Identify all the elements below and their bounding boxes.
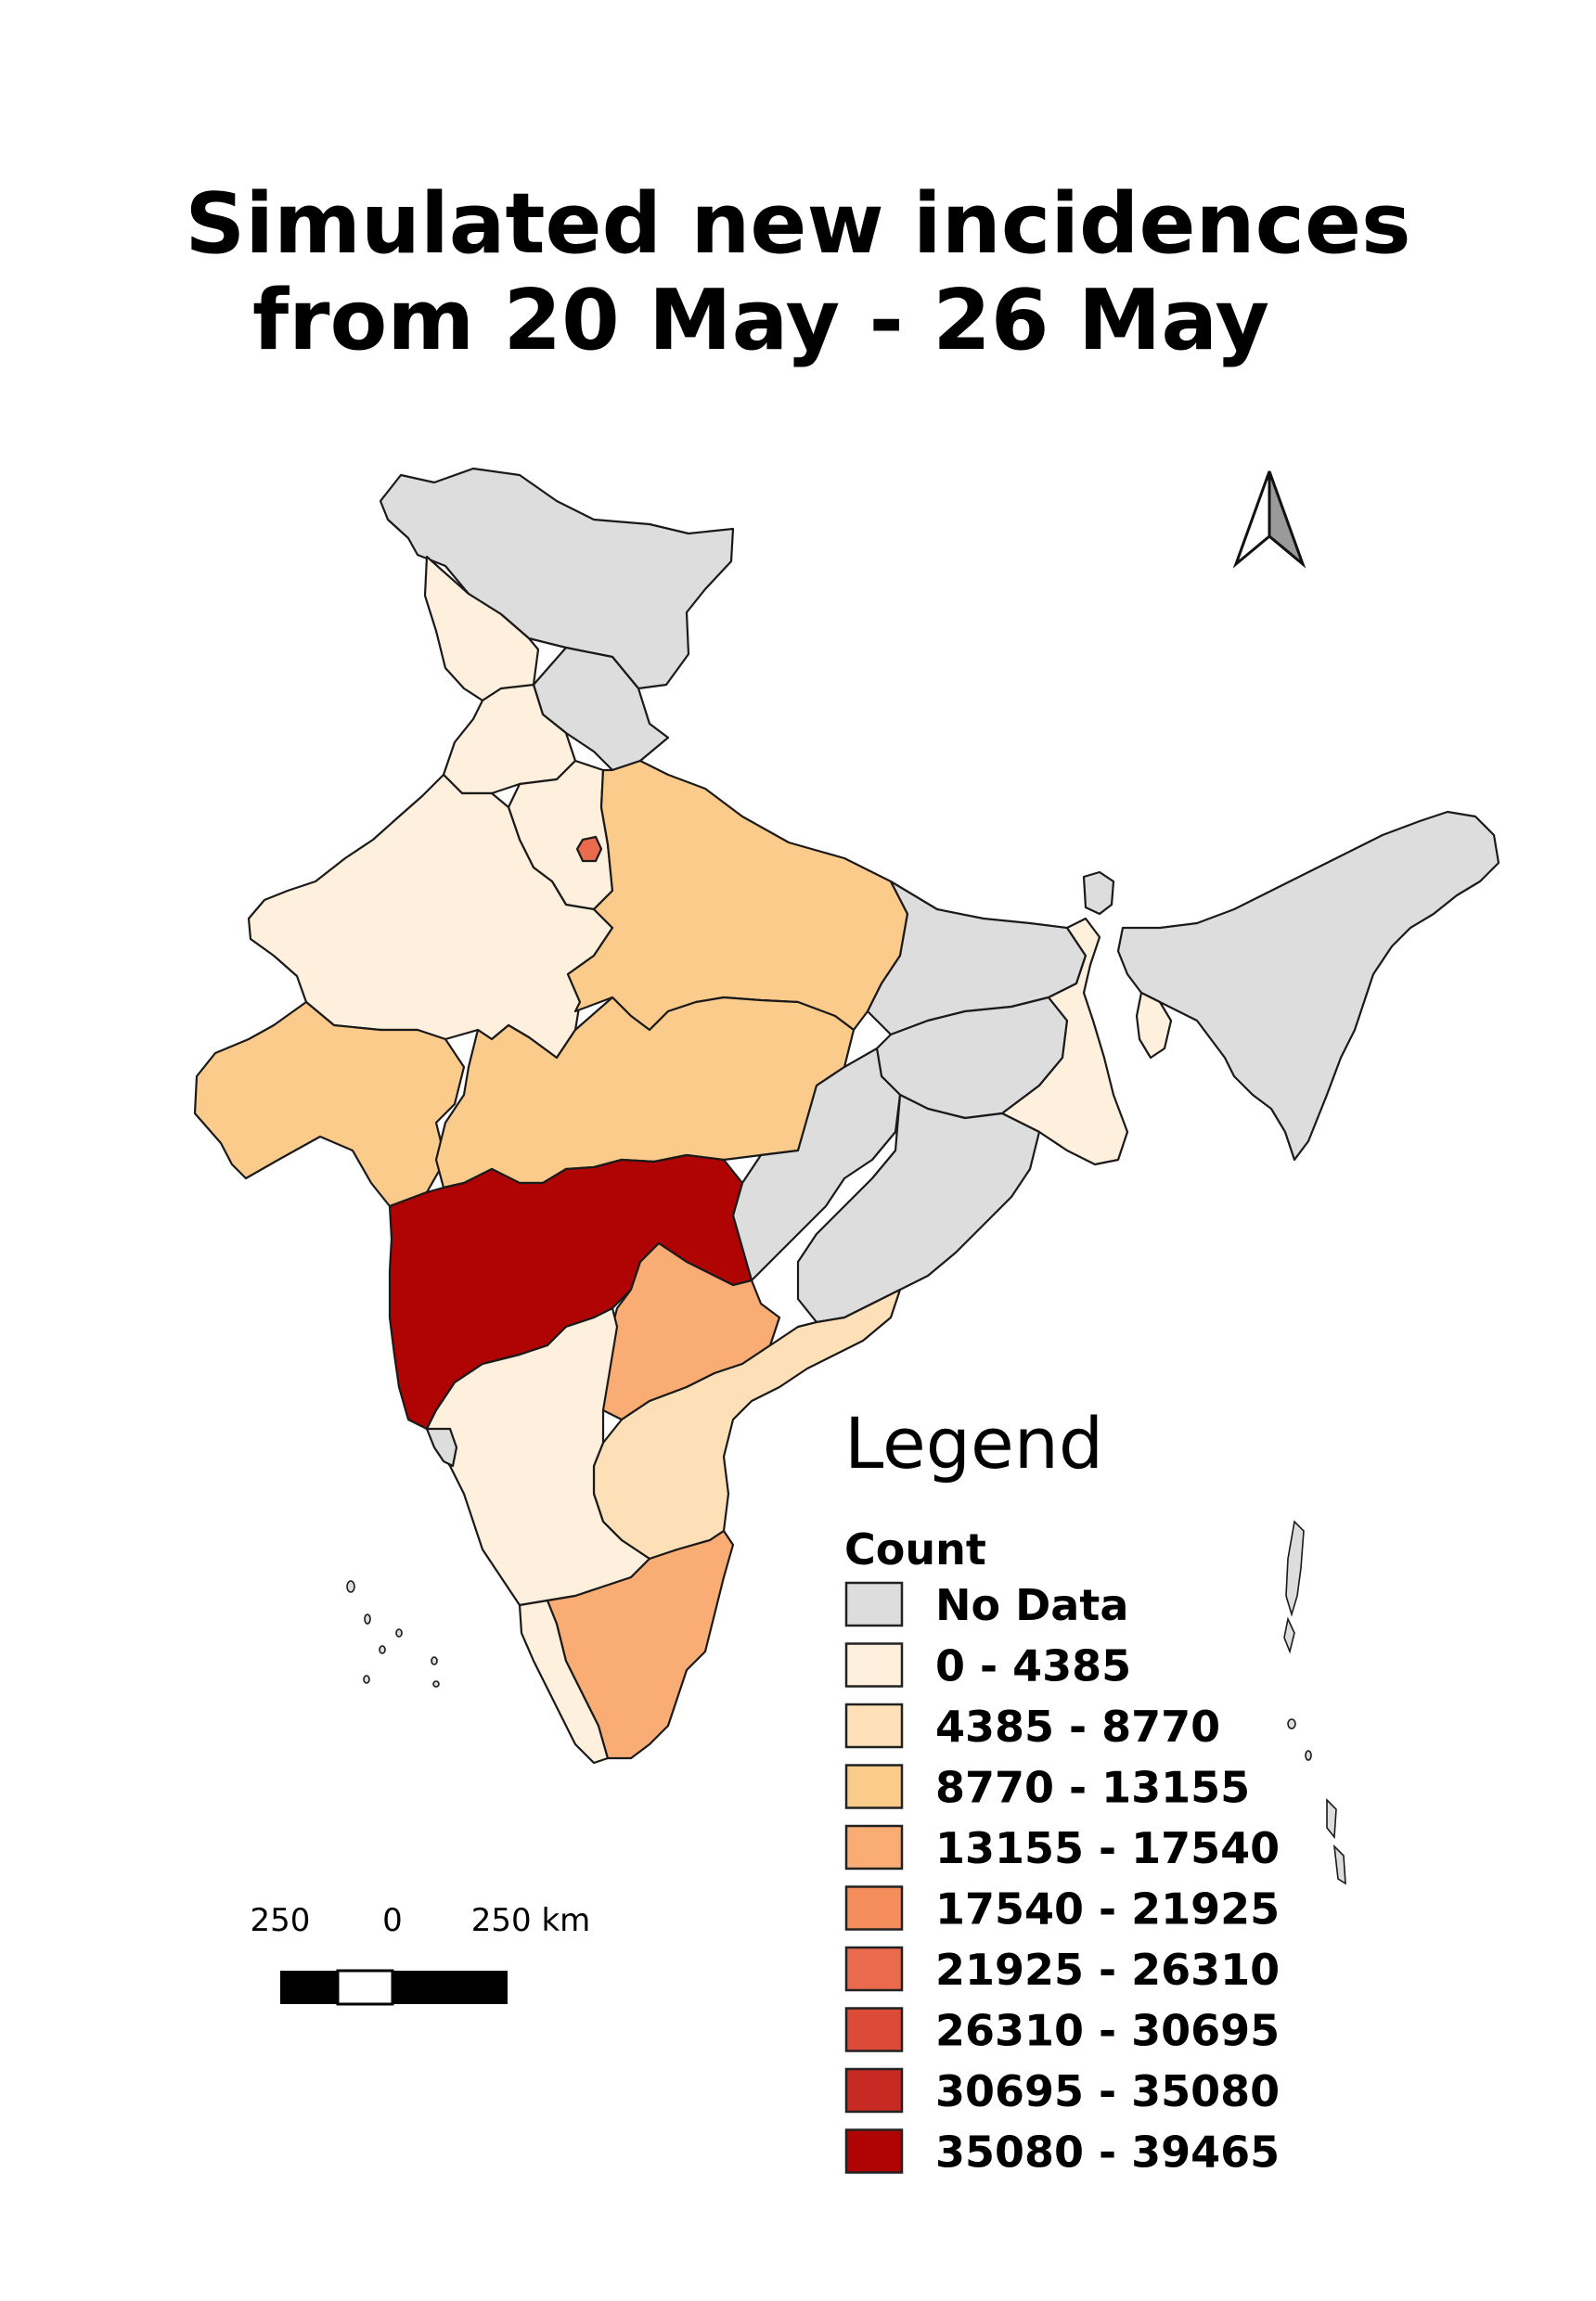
- legend-swatch: [844, 1581, 904, 1627]
- scale-bar: 250 0 250 km: [251, 1902, 591, 2006]
- legend-swatch: [844, 2067, 904, 2114]
- map-title-line-1: Simulated new incidences: [185, 175, 1410, 273]
- region-uttar-pradesh: [566, 759, 909, 1032]
- region-chhattisgarh: [731, 1047, 902, 1282]
- scale-label-left: 250: [251, 1902, 311, 1939]
- scale-segment-black-left: [280, 1971, 338, 2004]
- region-tamil-nadu: [546, 1529, 735, 1760]
- island-mark: [431, 1656, 438, 1665]
- region-tripura: [1135, 991, 1173, 1060]
- legend-label: 30695 - 35080: [935, 2066, 1280, 2116]
- legend-heading: Legend: [844, 1402, 1103, 1485]
- island-mark: [1332, 1844, 1346, 1885]
- region-gujarat: [193, 1000, 466, 1208]
- island-mark: [363, 1675, 370, 1684]
- region-sikkim: [1082, 870, 1115, 916]
- legend-label: No Data: [935, 1580, 1128, 1630]
- legend-swatch: [844, 1885, 904, 1931]
- region-goa: [425, 1427, 458, 1468]
- legend-label: 13155 - 17540: [935, 1823, 1280, 1873]
- region-karnataka: [425, 1306, 651, 1607]
- legend-swatch: [844, 2007, 904, 2052]
- island-mark: [346, 1580, 355, 1593]
- legend-label: 35080 - 39465: [935, 2127, 1280, 2178]
- legend-label: 26310 - 30695: [935, 2006, 1280, 2056]
- legend-swatch: [844, 2128, 904, 2174]
- legend-label: 4385 - 8770: [935, 1702, 1220, 1752]
- scale-label-right: 250 km: [471, 1902, 591, 1939]
- region-jammu-kashmir-ladakh: [379, 467, 735, 690]
- legend-label: 0 - 4385: [935, 1641, 1131, 1691]
- legend-label: 17540 - 21925: [935, 1884, 1280, 1935]
- island-mark: [1285, 1520, 1305, 1617]
- island-mark: [395, 1628, 403, 1638]
- legend-field-label: Count: [844, 1524, 986, 1575]
- legend-swatch: [844, 1824, 904, 1870]
- legend-label: 21925 - 26310: [935, 1945, 1280, 1995]
- region-delhi: [575, 835, 603, 863]
- scale-segment-black-right: [393, 1971, 508, 2004]
- legend-items: No Data 0 - 4385 4385 - 8770 8770 - 13155 13…: [844, 1580, 1280, 2178]
- island-mark: [1283, 1616, 1295, 1654]
- island-mark: [364, 1613, 371, 1625]
- scale-label-middle: 0: [382, 1902, 403, 1939]
- map-title-line-2: from 20 May - 26 May: [252, 272, 1269, 369]
- islands-group: [346, 1520, 1346, 1885]
- island-mark: [379, 1645, 386, 1654]
- legend-swatch: [844, 1764, 904, 1809]
- scale-segment-white: [336, 1969, 394, 2006]
- north-arrow-icon: [1232, 470, 1306, 569]
- region-northeast-states: [1116, 810, 1500, 1162]
- india-state-regions: [193, 467, 1500, 1765]
- island-mark: [1326, 1798, 1337, 1840]
- legend-label: 8770 - 13155: [935, 1763, 1250, 1813]
- legend-swatch: [844, 1703, 904, 1749]
- legend-swatch: [844, 1946, 904, 1992]
- legend-swatch: [844, 1642, 904, 1688]
- island-mark: [432, 1680, 440, 1688]
- region-west-bengal: [1000, 917, 1129, 1166]
- legend: Legend Count No Data 0 - 4385 4385 - 8770 8…: [844, 1402, 1280, 2178]
- island-mark: [1305, 1750, 1312, 1761]
- island-mark: [1287, 1718, 1296, 1729]
